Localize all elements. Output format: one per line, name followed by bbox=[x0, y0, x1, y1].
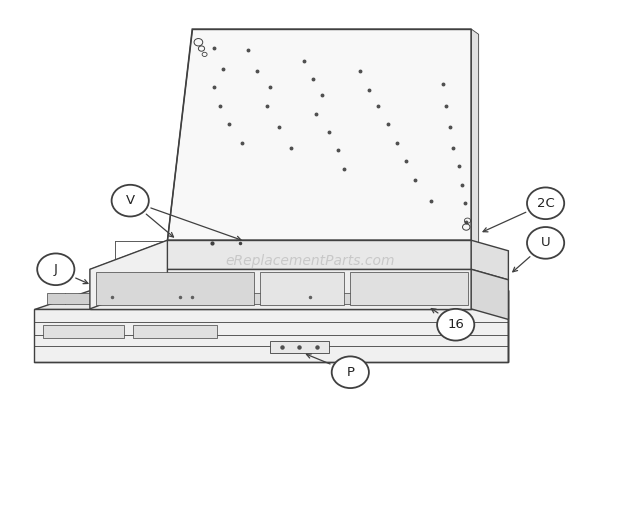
Polygon shape bbox=[90, 240, 167, 309]
Polygon shape bbox=[471, 269, 508, 319]
Polygon shape bbox=[270, 341, 329, 353]
Polygon shape bbox=[471, 29, 479, 246]
Polygon shape bbox=[96, 272, 254, 305]
Polygon shape bbox=[167, 240, 476, 247]
Polygon shape bbox=[350, 272, 468, 305]
Text: 2C: 2C bbox=[537, 197, 554, 210]
Polygon shape bbox=[34, 290, 508, 309]
Circle shape bbox=[37, 253, 74, 285]
Circle shape bbox=[527, 187, 564, 219]
Polygon shape bbox=[167, 29, 471, 240]
Polygon shape bbox=[34, 309, 508, 362]
Circle shape bbox=[527, 227, 564, 259]
Circle shape bbox=[332, 356, 369, 388]
Text: 16: 16 bbox=[447, 318, 464, 331]
Text: V: V bbox=[126, 194, 135, 207]
Polygon shape bbox=[90, 240, 471, 269]
Text: U: U bbox=[541, 237, 551, 249]
Polygon shape bbox=[133, 325, 217, 338]
Text: P: P bbox=[347, 366, 354, 379]
Polygon shape bbox=[260, 272, 344, 305]
Circle shape bbox=[112, 185, 149, 216]
Polygon shape bbox=[167, 293, 273, 304]
Polygon shape bbox=[471, 240, 508, 280]
Text: eReplacementParts.com: eReplacementParts.com bbox=[225, 254, 395, 268]
Polygon shape bbox=[46, 293, 155, 304]
Polygon shape bbox=[43, 325, 124, 338]
Text: J: J bbox=[54, 263, 58, 276]
Circle shape bbox=[437, 309, 474, 341]
Polygon shape bbox=[90, 269, 471, 309]
Polygon shape bbox=[285, 293, 372, 304]
